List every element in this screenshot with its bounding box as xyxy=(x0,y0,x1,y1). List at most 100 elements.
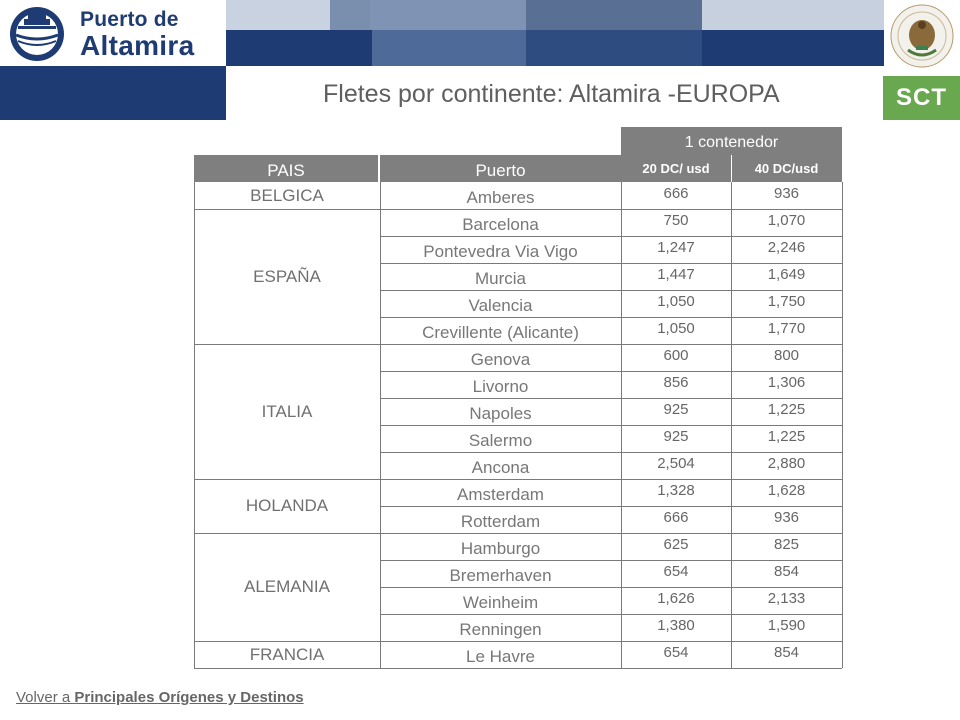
table-cell-40dc: 2,880 xyxy=(767,455,806,472)
table-cell-puerto: Pontevedra Via Vigo xyxy=(423,242,578,261)
row-divider xyxy=(380,452,842,453)
row-divider xyxy=(380,587,842,588)
table-cell-20dc: 1,247 xyxy=(657,239,695,256)
table-cell-puerto: Barcelona xyxy=(462,215,539,234)
column-divider xyxy=(842,182,843,668)
country-divider xyxy=(194,479,842,480)
table-cell-20dc: 1,626 xyxy=(657,590,695,607)
table-cell-40dc: 854 xyxy=(773,563,800,580)
row-divider xyxy=(380,290,842,291)
row-divider xyxy=(380,263,842,264)
header-separator xyxy=(731,155,732,182)
table-cell-puerto: Amsterdam xyxy=(457,485,544,504)
table-cell-20dc: 1,328 xyxy=(657,482,695,499)
back-link[interactable]: Volver a Principales Orígenes y Destinos xyxy=(16,689,304,706)
table-cell-40dc: 1,225 xyxy=(767,428,806,445)
table-cell-40dc: 1,070 xyxy=(767,212,806,229)
table-cell-pais: ESPAÑA xyxy=(253,266,321,286)
table-cell-puerto: Ancona xyxy=(471,458,530,477)
table-cell-40dc: 936 xyxy=(773,185,800,202)
back-link-target[interactable]: Principales Orígenes y Destinos xyxy=(74,689,304,706)
country-divider xyxy=(194,209,842,210)
table-cell-20dc: 925 xyxy=(663,428,689,445)
table-cell-puerto: Valencia xyxy=(468,296,533,315)
table-cell-20dc: 1,050 xyxy=(657,320,695,337)
table-cell-pais: HOLANDA xyxy=(245,496,329,515)
table-cell-20dc: 654 xyxy=(663,563,689,580)
table-cell-puerto: Salermo xyxy=(468,431,533,450)
header-mosaic-banner xyxy=(226,0,884,66)
table-cell-20dc: 1,050 xyxy=(657,293,695,310)
table-cell-20dc: 750 xyxy=(663,212,689,229)
row-divider xyxy=(380,236,842,237)
column-divider xyxy=(731,182,732,668)
table-cell-20dc: 1,447 xyxy=(657,266,695,283)
column-header-40dc: 40 DC/usd xyxy=(731,155,842,182)
table-cell-puerto: Amberes xyxy=(466,188,535,207)
table-cell-20dc: 625 xyxy=(663,536,689,553)
row-divider xyxy=(380,506,842,507)
table-cell-40dc: 2,246 xyxy=(767,239,806,256)
table-cell-20dc: 600 xyxy=(663,347,689,364)
row-divider xyxy=(380,614,842,615)
column-divider xyxy=(380,182,381,668)
column-header-20dc: 20 DC/ usd xyxy=(621,155,731,182)
puerto-altamira-logo: Puerto de Altamira xyxy=(0,0,226,66)
table-cell-pais: FRANCIA xyxy=(249,644,325,664)
table-cell-puerto: Livorno xyxy=(472,377,529,396)
table-cell-40dc: 2,133 xyxy=(767,590,806,607)
table-cell-40dc: 854 xyxy=(773,644,800,661)
table-cell-40dc: 1,750 xyxy=(767,293,806,310)
column-divider xyxy=(621,182,622,668)
column-divider xyxy=(194,182,195,668)
table-cell-40dc: 1,770 xyxy=(767,320,806,337)
column-header-puerto: Puerto xyxy=(380,155,621,182)
table-cell-20dc: 654 xyxy=(663,644,689,661)
table-cell-puerto: Napoles xyxy=(469,404,532,423)
header-separator xyxy=(378,155,379,182)
port-emblem-icon xyxy=(10,7,64,61)
table-cell-puerto: Renningen xyxy=(459,620,542,639)
table-cell-40dc: 1,590 xyxy=(767,617,806,634)
table-cell-40dc: 1,649 xyxy=(767,266,806,283)
table-cell-pais: ITALIA xyxy=(261,401,313,421)
table-cell-40dc: 825 xyxy=(773,536,800,553)
header-1-contenedor: 1 contenedor xyxy=(621,127,842,155)
header-band-left xyxy=(0,66,226,120)
table-cell-20dc: 666 xyxy=(663,509,689,526)
sct-logo: SCT xyxy=(883,76,960,120)
row-divider xyxy=(380,317,842,318)
table-cell-pais: ALEMANIA xyxy=(244,577,330,596)
back-link-prefix: Volver a xyxy=(16,689,75,706)
country-divider xyxy=(194,668,842,669)
column-header-pais: PAIS xyxy=(194,155,378,182)
table-cell-puerto: Rotterdam xyxy=(460,512,541,531)
table-cell-40dc: 1,225 xyxy=(767,401,806,418)
table-cell-40dc: 1,628 xyxy=(767,482,806,499)
table-cell-puerto: Murcia xyxy=(474,269,526,288)
table-cell-40dc: 936 xyxy=(773,509,800,526)
table-cell-40dc: 800 xyxy=(773,347,800,364)
table-cell-puerto: Le Havre xyxy=(466,647,535,666)
table-cell-20dc: 666 xyxy=(663,185,689,202)
mexico-coat-of-arms-icon xyxy=(890,4,954,68)
table-cell-20dc: 1,380 xyxy=(657,617,695,634)
row-divider xyxy=(380,425,842,426)
table-cell-puerto: Genova xyxy=(470,350,531,369)
country-divider xyxy=(194,641,842,642)
row-divider xyxy=(380,398,842,399)
table-cell-pais: BELGICA xyxy=(250,185,324,205)
table-cell-puerto: Hamburgo xyxy=(460,539,541,558)
table-cell-40dc: 1,306 xyxy=(767,374,806,391)
table-cell-puerto: Bremerhaven xyxy=(449,566,552,585)
country-divider xyxy=(194,533,842,534)
logo-text-line2: Altamira xyxy=(80,30,195,61)
table-cell-puerto: Weinheim xyxy=(462,593,539,612)
table-cell-puerto: Crevillente (Alicante) xyxy=(422,323,579,342)
table-cell-20dc: 2,504 xyxy=(657,455,695,472)
page-title: Fletes por continente: Altamira -EUROPA xyxy=(323,80,780,108)
table-cell-20dc: 856 xyxy=(663,374,689,391)
logo-text-line1: Puerto de xyxy=(80,8,179,31)
table-cell-20dc: 925 xyxy=(663,401,689,418)
